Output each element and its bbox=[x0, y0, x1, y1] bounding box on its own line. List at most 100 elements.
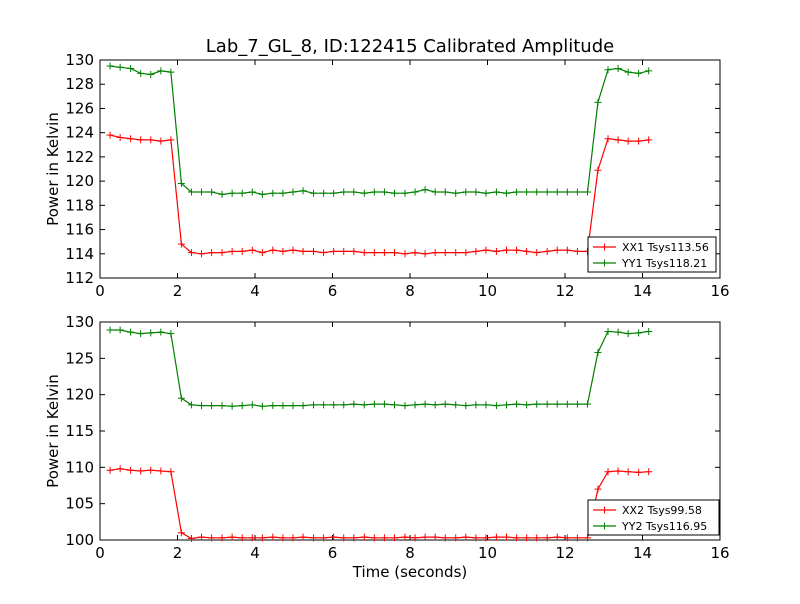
data-point bbox=[228, 533, 236, 541]
data-point bbox=[289, 534, 297, 542]
data-point bbox=[106, 466, 114, 474]
data-point bbox=[614, 64, 622, 72]
data-point bbox=[147, 329, 155, 337]
data-point bbox=[441, 249, 449, 257]
series-markers-1 bbox=[106, 131, 653, 258]
data-point bbox=[360, 189, 368, 197]
data-point bbox=[350, 247, 358, 255]
data-point bbox=[452, 249, 460, 257]
data-point bbox=[604, 66, 612, 74]
legend-marker bbox=[601, 243, 608, 251]
data-point bbox=[116, 134, 124, 142]
x-tick-label: 0 bbox=[95, 282, 105, 300]
series-markers-1 bbox=[106, 465, 653, 543]
data-point bbox=[624, 137, 632, 145]
data-point bbox=[167, 68, 175, 76]
data-point bbox=[523, 534, 531, 542]
data-point bbox=[452, 189, 460, 197]
data-point bbox=[502, 246, 510, 254]
data-point bbox=[198, 533, 206, 541]
data-point bbox=[482, 189, 490, 197]
data-point bbox=[583, 400, 591, 408]
data-point bbox=[310, 189, 318, 197]
data-point bbox=[157, 467, 165, 475]
data-point bbox=[248, 401, 256, 409]
data-point bbox=[391, 534, 398, 542]
data-point bbox=[350, 534, 358, 542]
x-tick-label: 8 bbox=[405, 282, 415, 300]
data-point bbox=[431, 188, 439, 196]
data-point bbox=[289, 246, 297, 254]
legend-label: YY1 Tsys118.21 bbox=[621, 257, 707, 270]
data-point bbox=[411, 534, 419, 542]
data-point bbox=[543, 247, 551, 255]
data-point bbox=[370, 188, 378, 196]
data-point bbox=[340, 247, 348, 255]
data-point bbox=[238, 534, 246, 542]
data-point bbox=[350, 400, 358, 408]
x-tick-label: 14 bbox=[633, 544, 652, 562]
data-point bbox=[269, 402, 277, 410]
data-point bbox=[187, 401, 195, 409]
data-point bbox=[635, 137, 643, 145]
y-tick-label: 124 bbox=[65, 124, 94, 142]
data-point bbox=[340, 401, 348, 409]
data-point bbox=[492, 402, 500, 410]
x-tick-label: 10 bbox=[478, 282, 497, 300]
legend-label: XX1 Tsys113.56 bbox=[622, 241, 709, 254]
legend-marker bbox=[601, 259, 608, 267]
data-point bbox=[462, 533, 470, 541]
data-point bbox=[177, 394, 185, 402]
data-point bbox=[167, 468, 175, 476]
data-point bbox=[299, 533, 307, 541]
data-point bbox=[340, 534, 348, 542]
data-point bbox=[218, 249, 226, 257]
data-point bbox=[299, 187, 307, 195]
data-point bbox=[502, 189, 510, 197]
data-point bbox=[635, 329, 643, 337]
y-tick-label: 116 bbox=[65, 221, 94, 239]
x-tick-label: 10 bbox=[478, 544, 497, 562]
data-point bbox=[431, 533, 439, 541]
y-tick-label: 120 bbox=[65, 172, 94, 190]
data-point bbox=[594, 166, 602, 174]
data-point bbox=[645, 468, 653, 476]
data-point bbox=[330, 401, 338, 409]
data-point bbox=[167, 136, 175, 144]
data-point bbox=[380, 534, 388, 542]
data-point bbox=[248, 246, 256, 254]
data-point bbox=[208, 402, 216, 410]
data-point bbox=[513, 188, 521, 196]
data-point bbox=[502, 401, 510, 409]
data-point bbox=[218, 534, 226, 542]
data-point bbox=[421, 250, 429, 258]
data-point bbox=[310, 247, 318, 255]
data-point bbox=[624, 468, 632, 476]
data-point bbox=[218, 402, 226, 410]
data-point bbox=[380, 400, 388, 408]
data-point bbox=[553, 533, 561, 541]
y-tick-label: 125 bbox=[65, 349, 94, 367]
data-point bbox=[289, 402, 297, 410]
y-tick-label: 126 bbox=[65, 99, 94, 117]
data-point bbox=[441, 188, 449, 196]
legend-label: XX2 Tsys99.58 bbox=[622, 504, 702, 517]
data-point bbox=[553, 188, 561, 196]
data-point bbox=[137, 136, 145, 144]
data-point bbox=[431, 401, 439, 409]
data-point bbox=[137, 69, 145, 77]
data-point bbox=[320, 401, 328, 409]
x-tick-label: 16 bbox=[710, 282, 729, 300]
data-point bbox=[624, 68, 632, 76]
chart-panel-2: 0 2 4 6 8 10 12 14 16 100 105 110 115 120 125 130 Power … bbox=[44, 313, 730, 581]
legend-box bbox=[587, 499, 720, 536]
data-point bbox=[279, 534, 287, 542]
data-point bbox=[391, 249, 398, 257]
y-tick-label: 110 bbox=[65, 458, 94, 476]
y-tick-label: 114 bbox=[65, 245, 94, 263]
data-point bbox=[320, 189, 328, 197]
data-point bbox=[563, 188, 571, 196]
data-point bbox=[441, 400, 449, 408]
data-point bbox=[401, 189, 409, 197]
y-axis-label: Power in Kelvin bbox=[44, 112, 62, 226]
